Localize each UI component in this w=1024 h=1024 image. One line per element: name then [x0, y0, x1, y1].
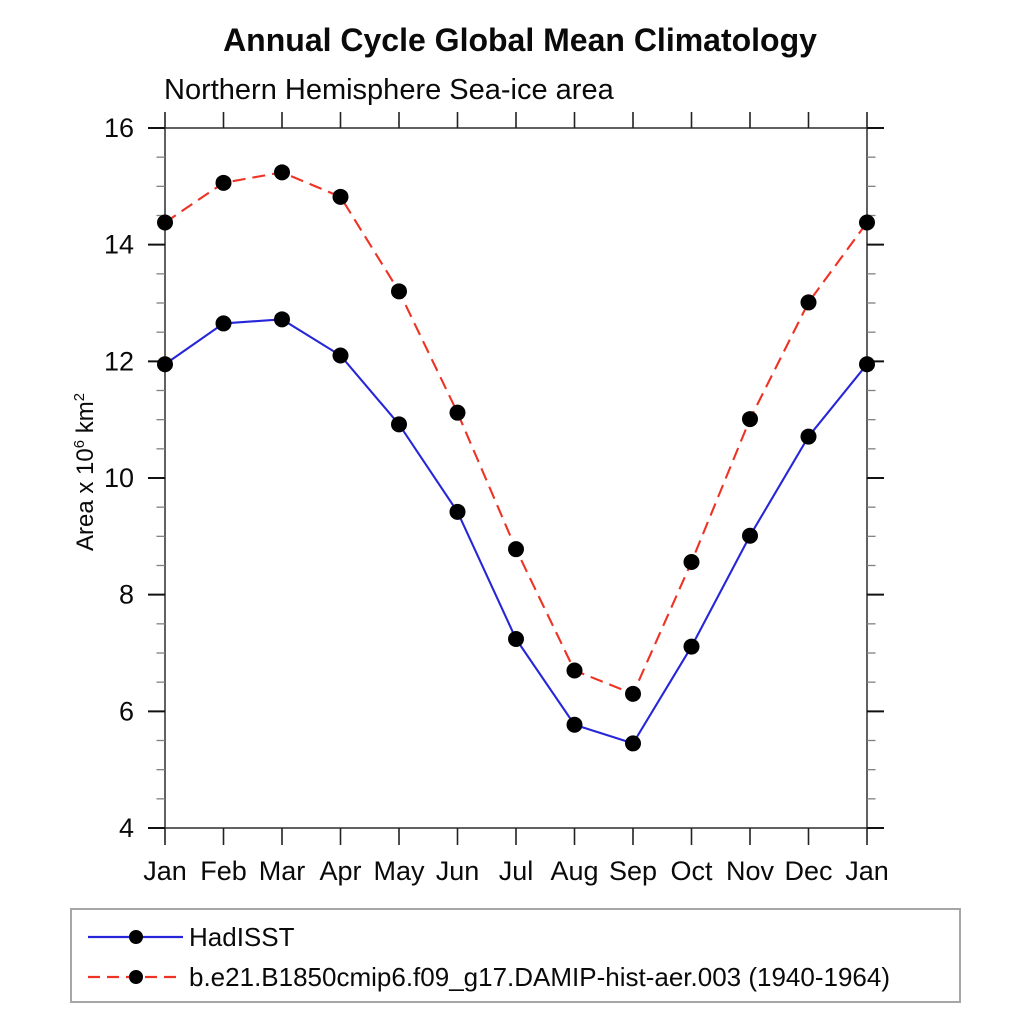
- series-0-marker: [859, 356, 875, 373]
- axis-frame: [164, 127, 868, 829]
- x-tick-label: Oct: [670, 856, 713, 886]
- x-tick-label: Nov: [726, 856, 775, 886]
- x-tick-label: Aug: [550, 856, 598, 886]
- y-tick-label: 6: [119, 696, 134, 726]
- series-0-marker: [332, 347, 349, 364]
- legend-line-solid-icon: [88, 930, 183, 944]
- series-1-marker: [742, 411, 758, 428]
- series-0-marker: [391, 416, 407, 433]
- chart-subtitle: Northern Hemisphere Sea-ice area: [164, 74, 614, 106]
- series-0-marker: [215, 315, 232, 332]
- series-1-marker: [800, 294, 817, 311]
- series-1-marker: [625, 685, 641, 702]
- y-tick-label: 14: [104, 230, 134, 260]
- y-tick-label: 4: [119, 813, 134, 843]
- series-1-marker: [157, 214, 173, 231]
- y-tick-label: 10: [104, 463, 134, 493]
- x-tick-label: Jul: [499, 856, 534, 886]
- y-tick-label: 8: [119, 580, 134, 610]
- x-tick-label: Jan: [143, 856, 187, 886]
- x-tick-label: Mar: [259, 856, 306, 886]
- x-tick-label: Jan: [845, 856, 889, 886]
- y-tick-label: 16: [104, 113, 134, 143]
- series-0-marker: [800, 428, 817, 445]
- series-0-marker: [566, 716, 583, 733]
- series-0-marker: [449, 503, 466, 520]
- x-tick-label: Feb: [200, 856, 247, 886]
- chart-title: Annual Cycle Global Mean Climatology: [223, 22, 817, 58]
- series-0-marker: [683, 638, 700, 655]
- series-0-marker: [157, 356, 173, 373]
- legend-label-model: b.e21.B1850cmip6.f09_g17.DAMIP-hist-aer.…: [189, 961, 890, 992]
- series-1-marker: [566, 662, 583, 679]
- series-1-marker: [508, 541, 524, 558]
- y-tick-label: 12: [104, 346, 134, 376]
- legend: HadISST b.e21.B1850cmip6.f09_g17.DAMIP-h…: [70, 908, 961, 1003]
- series-0-marker: [742, 527, 758, 544]
- series-0-marker: [508, 631, 524, 647]
- series-1-marker: [215, 174, 232, 191]
- series-line-0: [164, 318, 868, 745]
- series-line-1: [164, 171, 868, 696]
- series-1-marker: [449, 404, 466, 421]
- x-tick-label: Apr: [319, 856, 361, 886]
- series-0-marker: [274, 311, 290, 328]
- legend-sample-marker: [129, 970, 143, 984]
- series-1-marker: [391, 283, 407, 300]
- x-tick-label: May: [373, 856, 425, 886]
- legend-label-hadisst: HadISST: [189, 921, 295, 952]
- legend-item-hadisst: HadISST: [72, 917, 959, 957]
- legend-item-model: b.e21.B1850cmip6.f09_g17.DAMIP-hist-aer.…: [72, 957, 959, 997]
- series-1-marker: [859, 214, 875, 231]
- legend-line-dashed-icon: [88, 970, 183, 984]
- x-tick-label: Sep: [609, 856, 657, 886]
- legend-sample-marker: [129, 930, 143, 944]
- series-0-marker: [625, 735, 641, 752]
- series-1-marker: [683, 554, 700, 570]
- series-1-marker: [274, 164, 290, 181]
- x-tick-label: Jun: [436, 856, 480, 886]
- series-1-marker: [332, 188, 349, 205]
- x-tick-label: Dec: [784, 856, 832, 886]
